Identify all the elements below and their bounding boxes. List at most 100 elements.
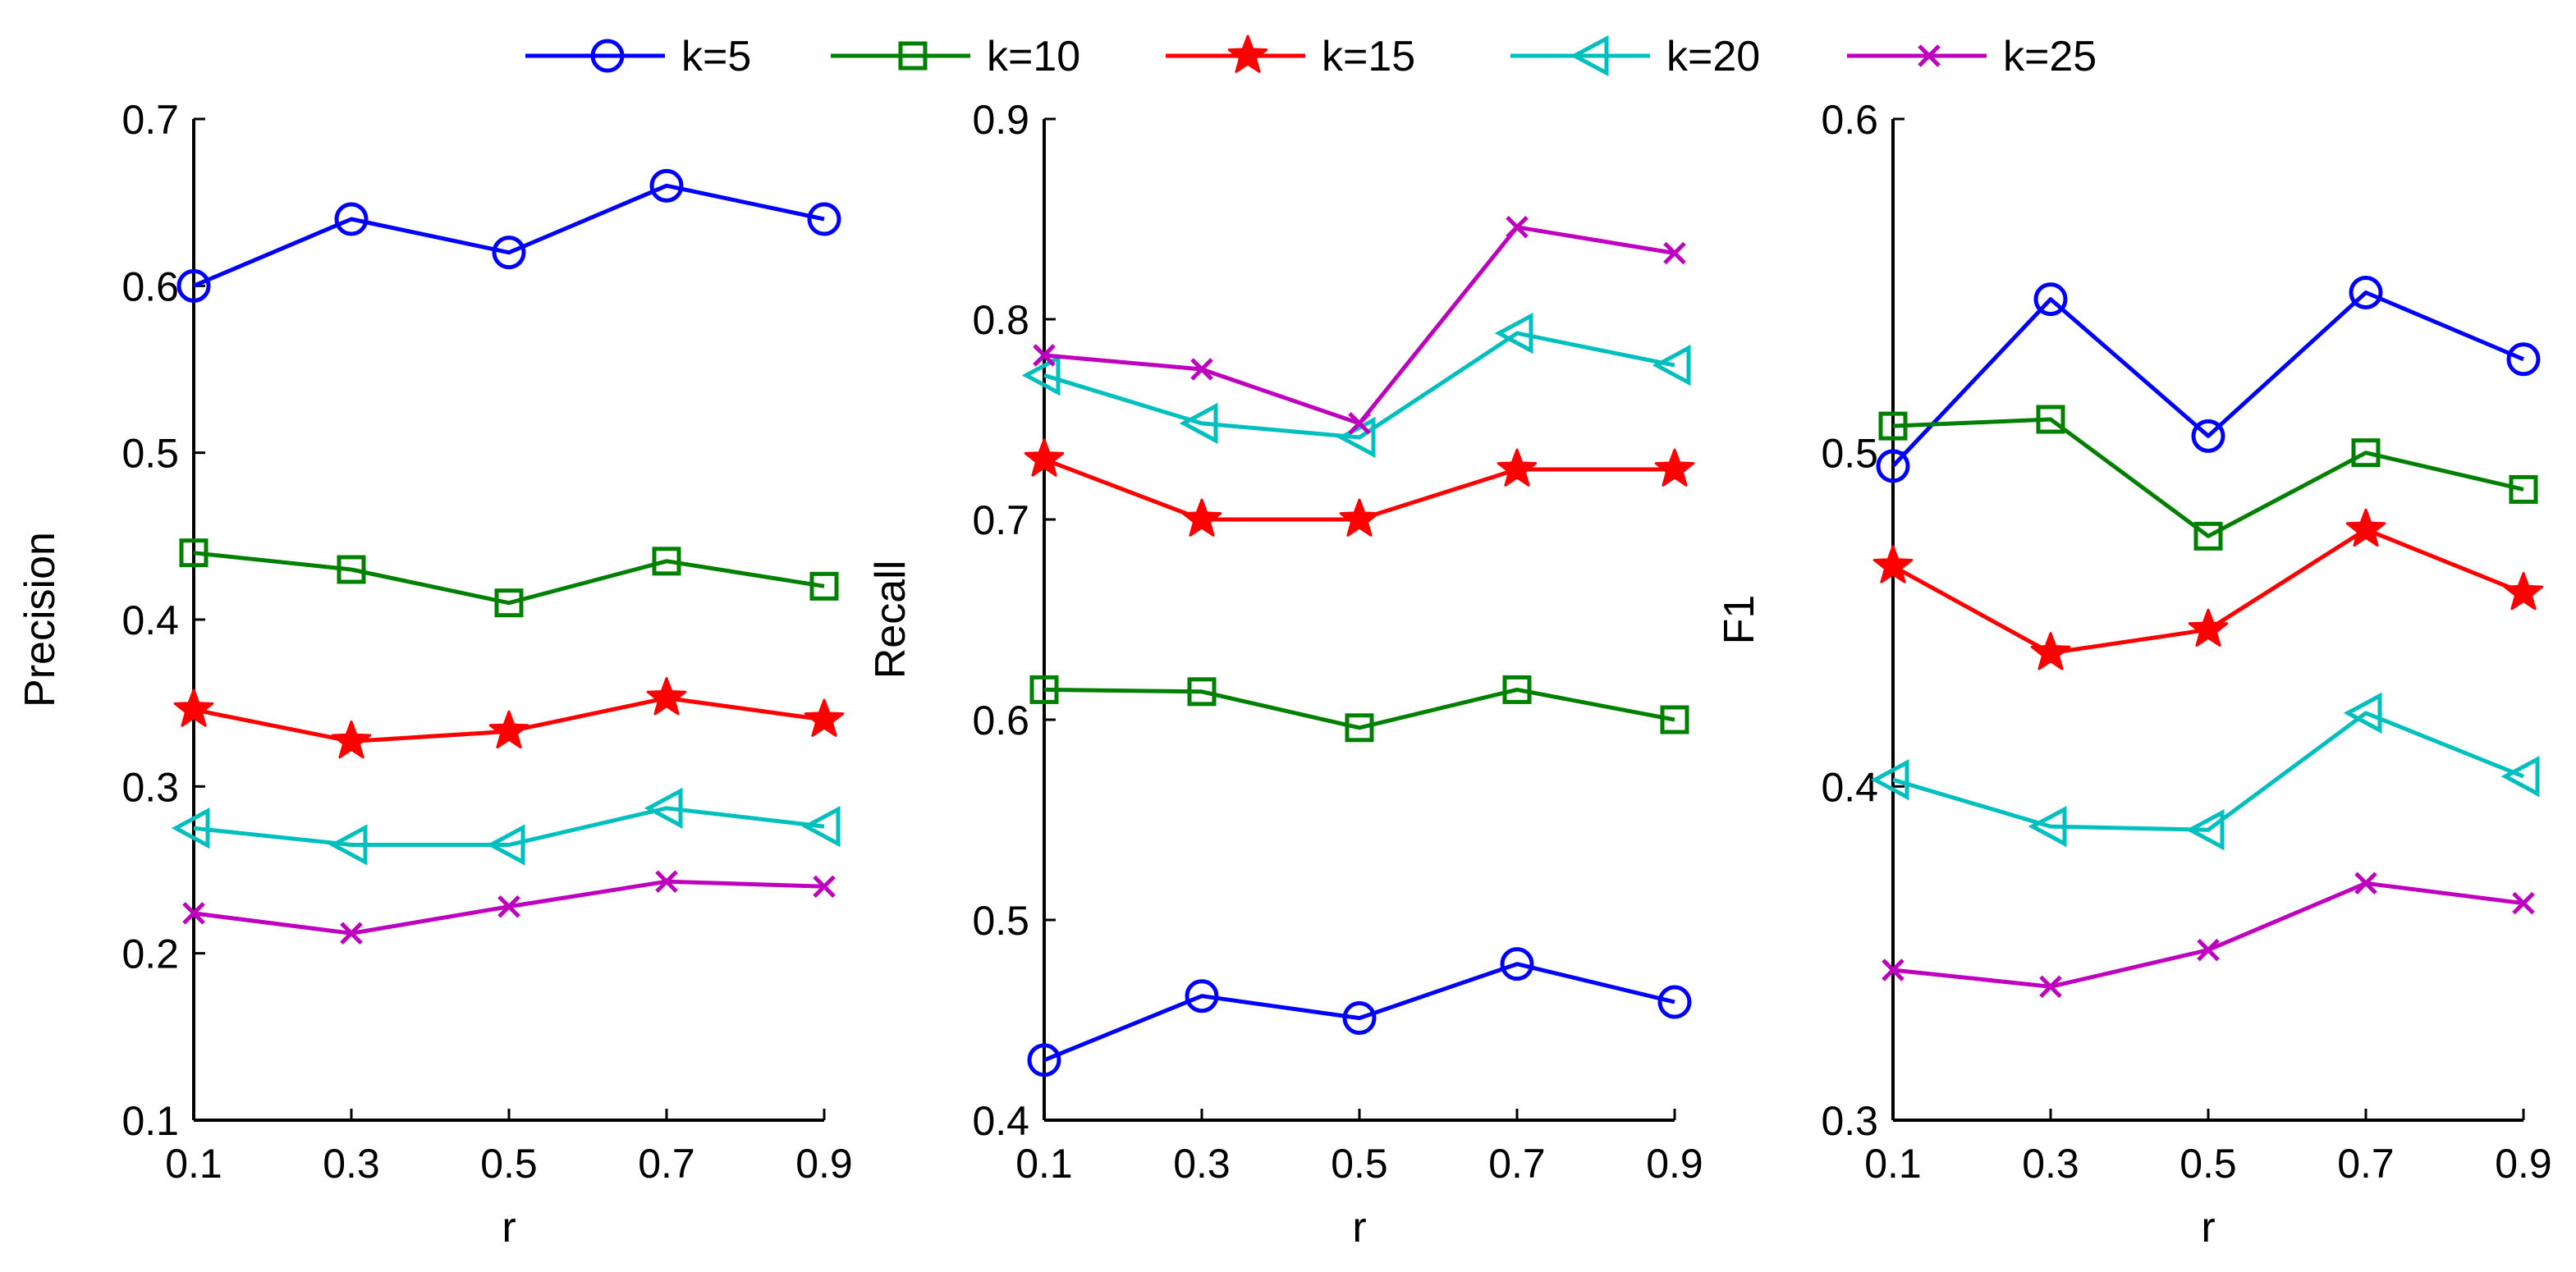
legend-marker-k25 (1918, 44, 1941, 67)
precision-point-k5 (334, 202, 369, 236)
recall-point-k15 (1497, 448, 1538, 487)
f1-point-k10 (2351, 438, 2381, 468)
f1-point-k25 (1882, 959, 1904, 981)
precision-series-k15 (173, 677, 845, 759)
f1-series-k15 (1872, 508, 2544, 670)
f1-point-k10 (2036, 405, 2065, 434)
recall-series-k25 (1033, 215, 1686, 435)
f1-point-k25 (2039, 975, 2062, 999)
recall-point-k5 (1342, 1001, 1377, 1036)
precision-series-k20 (171, 787, 841, 866)
precision-x-tick-label: 0.5 (480, 1141, 538, 1187)
precision-point-k15 (488, 710, 529, 749)
legend-marker-k15 (1227, 34, 1268, 73)
recall-series-k15 (1024, 438, 1695, 537)
legend-entry-k15: k=15 (1166, 33, 1415, 80)
recall-x-tick-label: 0.9 (1646, 1141, 1703, 1187)
f1-point-k5 (2506, 342, 2541, 377)
recall-point-k25 (1348, 412, 1371, 435)
recall-point-k5 (1500, 947, 1534, 981)
precision-y-tick-label: 0.2 (121, 931, 179, 977)
legend-label-k25: k=25 (2003, 33, 2097, 80)
recall-point-k20 (1179, 402, 1218, 445)
f1-y-tick-label: 0.4 (1821, 764, 1878, 810)
precision-y-tick-label: 0.7 (121, 97, 179, 143)
f1-point-k20 (2185, 809, 2225, 851)
precision-point-k25 (497, 895, 520, 918)
legend-label-k20: k=20 (1666, 33, 1760, 80)
f1-point-k5 (2033, 282, 2068, 317)
f1-line-k25 (1892, 881, 2524, 989)
legend-marker-k5 (590, 39, 625, 73)
recall-line-k25 (1043, 225, 1675, 426)
f1-point-k25 (2197, 938, 2220, 962)
legend-marker-k10 (898, 41, 928, 71)
recall-line-k10 (1043, 687, 1675, 730)
precision-point-k10 (337, 555, 366, 584)
precision-point-k10 (809, 571, 839, 601)
recall-point-k5 (1185, 979, 1219, 1013)
f1-x-tick-label: 0.1 (1864, 1141, 1922, 1187)
recall-y-tick-label: 0.7 (972, 497, 1029, 543)
precision-point-k20 (486, 824, 525, 866)
f1-y-tick-label: 0.6 (1821, 97, 1878, 143)
precision-line-k5 (193, 183, 825, 288)
legend-label-k10: k=10 (987, 33, 1080, 80)
f1-point-k20 (2500, 755, 2540, 798)
recall-point-k15 (1181, 498, 1222, 537)
f1-x-tick-label: 0.7 (2337, 1141, 2395, 1187)
precision-point-k25 (655, 870, 678, 893)
precision-point-k5 (649, 168, 684, 203)
precision-point-k20 (328, 824, 368, 866)
recall-point-k10 (1660, 705, 1689, 734)
f1-y-tick-label: 0.5 (1821, 431, 1878, 477)
recall-series-k20 (1021, 312, 1691, 459)
recall-point-k5 (1657, 985, 1692, 1019)
f1-point-k15 (2345, 508, 2386, 547)
f1-point-k10 (2193, 521, 2223, 551)
f1-y-axis-label: F1 (1716, 595, 1763, 645)
legend-entry-k10: k=10 (831, 33, 1080, 80)
precision-point-k15 (646, 677, 687, 716)
f1-point-k5 (2191, 419, 2225, 453)
recall-point-k20 (1021, 355, 1061, 396)
recall-point-k25 (1033, 344, 1056, 367)
precision-point-k5 (492, 236, 526, 270)
recall-x-tick-label: 0.7 (1488, 1141, 1546, 1187)
f1-point-k25 (2512, 891, 2535, 915)
precision-x-axis-label: r (502, 1204, 516, 1251)
f1-line-k20 (1892, 711, 2524, 832)
recall-x-axis-label: r (1352, 1204, 1366, 1251)
precision-x-tick-label: 0.7 (638, 1141, 695, 1187)
recall-point-k10 (1345, 713, 1374, 743)
recall-point-k20 (1652, 344, 1691, 387)
recall-point-k10 (1029, 675, 1059, 704)
recall-x-tick-label: 0.1 (1015, 1141, 1073, 1187)
recall-y-tick-label: 0.6 (972, 698, 1029, 744)
f1-point-k5 (2349, 275, 2383, 309)
recall-point-k20 (1336, 416, 1376, 459)
f1-series-k25 (1882, 872, 2535, 999)
recall-point-k25 (1663, 241, 1686, 265)
f1-x-tick-label: 0.5 (2180, 1141, 2237, 1187)
f1-point-k20 (1870, 759, 1909, 801)
recall-panel: 0.4 0.5 0.6 0.7 0.8 0.9 0.1 0.3 0.5 0.7 0.9 r Recall (867, 97, 1703, 1251)
precision-point-k20 (801, 805, 841, 848)
recall-point-k25 (1190, 358, 1213, 381)
f1-x-axis-label: r (2201, 1204, 2215, 1251)
recall-point-k15 (1024, 438, 1065, 477)
recall-point-k10 (1187, 677, 1217, 707)
precision-point-k20 (171, 807, 210, 849)
precision-point-k10 (494, 588, 524, 618)
precision-point-k5 (176, 268, 211, 303)
precision-point-k20 (644, 787, 683, 829)
recall-point-k10 (1502, 675, 1532, 704)
precision-y-tick-label: 0.3 (121, 764, 179, 810)
f1-point-k5 (1876, 449, 1910, 483)
precision-line-k20 (193, 806, 825, 847)
precision-y-tick-label: 0.5 (121, 431, 179, 477)
recall-y-tick-label: 0.5 (972, 898, 1029, 944)
recall-line-k20 (1043, 331, 1675, 440)
f1-line-k10 (1892, 417, 2524, 538)
recall-y-tick-label: 0.9 (972, 97, 1029, 143)
